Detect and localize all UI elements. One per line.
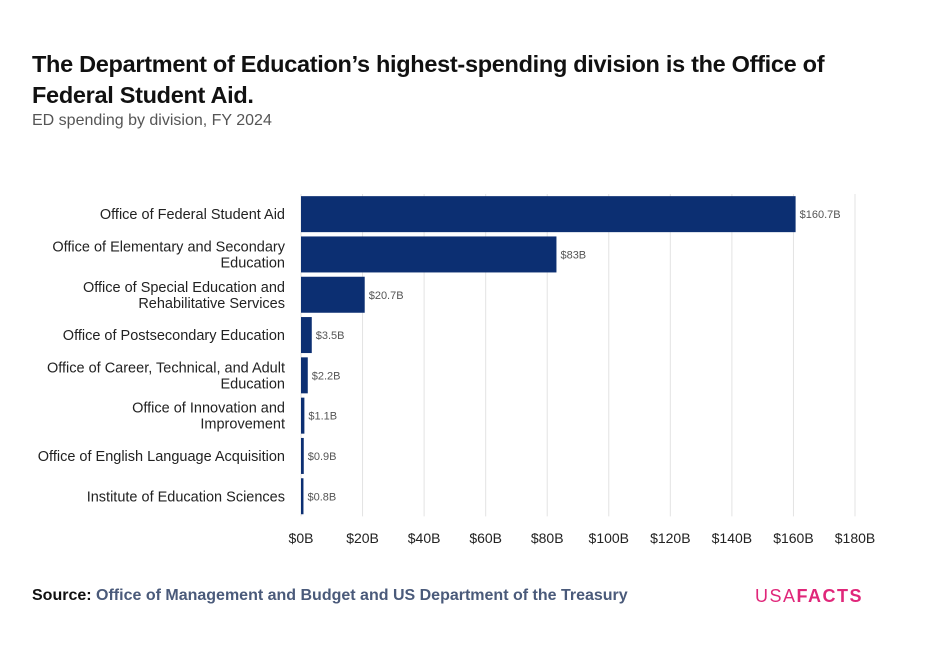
- bar: [301, 317, 312, 354]
- category-label: Office of English Language Acquisition: [38, 449, 285, 465]
- usafacts-logo[interactable]: USAFACTS: [755, 586, 863, 607]
- logo-facts: FACTS: [796, 586, 864, 606]
- bar: [301, 437, 304, 474]
- data-label: $83B: [560, 249, 586, 261]
- x-tick-label: $20B: [346, 530, 379, 546]
- x-tick-label: $120B: [650, 530, 690, 546]
- category-label: Office of Innovation and Improvement: [132, 401, 285, 433]
- bar: [301, 357, 308, 394]
- category-label-line: Office of Career, Technical, and Adult: [47, 360, 285, 376]
- x-tick-label: $160B: [773, 530, 813, 546]
- x-tick-label: $100B: [589, 530, 629, 546]
- category-label-line: Office of Federal Student Aid: [100, 207, 285, 223]
- bar: [301, 397, 305, 434]
- category-label: Institute of Education Sciences: [87, 489, 285, 505]
- data-label: $0.8B: [307, 491, 336, 503]
- data-label: $2.2B: [312, 370, 341, 382]
- data-label: $20.7B: [369, 290, 404, 302]
- category-label-line: Education: [221, 376, 286, 392]
- category-label: Office of Elementary and Secondary Educat…: [52, 239, 285, 271]
- source-label: Source:: [32, 587, 92, 604]
- logo-usa: USA: [755, 586, 797, 606]
- source-text: Office of Management and Budget and US D…: [96, 587, 628, 604]
- category-label-line: Office of Innovation and: [132, 401, 285, 417]
- category-label-line: Institute of Education Sciences: [87, 489, 285, 505]
- data-label: $1.1B: [308, 411, 337, 423]
- category-label-line: Rehabilitative Services: [138, 296, 285, 312]
- category-label: Office of Special Education and Rehabilit…: [83, 280, 285, 312]
- category-label: Office of Federal Student Aid: [100, 207, 285, 223]
- x-tick-label: $60B: [469, 530, 502, 546]
- category-label-line: Improvement: [200, 417, 285, 433]
- data-label: $3.5B: [316, 330, 345, 342]
- x-tick-label: $140B: [712, 530, 752, 546]
- category-label: Office of Career, Technical, and Adult Ed…: [47, 360, 285, 392]
- x-tick-label: $80B: [531, 530, 564, 546]
- bar: [301, 276, 365, 313]
- category-label-line: Office of Postsecondary Education: [63, 328, 285, 344]
- data-label: $160.7B: [800, 209, 841, 221]
- category-label-line: Education: [221, 255, 286, 271]
- bar: [301, 196, 796, 233]
- category-label-line: Office of Elementary and Secondary: [52, 239, 285, 255]
- chart-subtitle: ED spending by division, FY 2024: [32, 112, 272, 129]
- category-label-line: Office of English Language Acquisition: [38, 449, 285, 465]
- category-label-line: Office of Special Education and: [83, 280, 285, 296]
- x-tick-label: $40B: [408, 530, 441, 546]
- data-label: $0.9B: [308, 451, 337, 463]
- chart-title: The Department of Education’s highest-sp…: [32, 51, 825, 108]
- bar: [301, 478, 304, 515]
- source-note: Source: Office of Management and Budget …: [32, 587, 628, 605]
- category-label: Office of Postsecondary Education: [63, 328, 285, 344]
- x-tick-label: $0B: [289, 530, 314, 546]
- x-tick-label: $180B: [835, 530, 875, 546]
- bar: [301, 236, 557, 273]
